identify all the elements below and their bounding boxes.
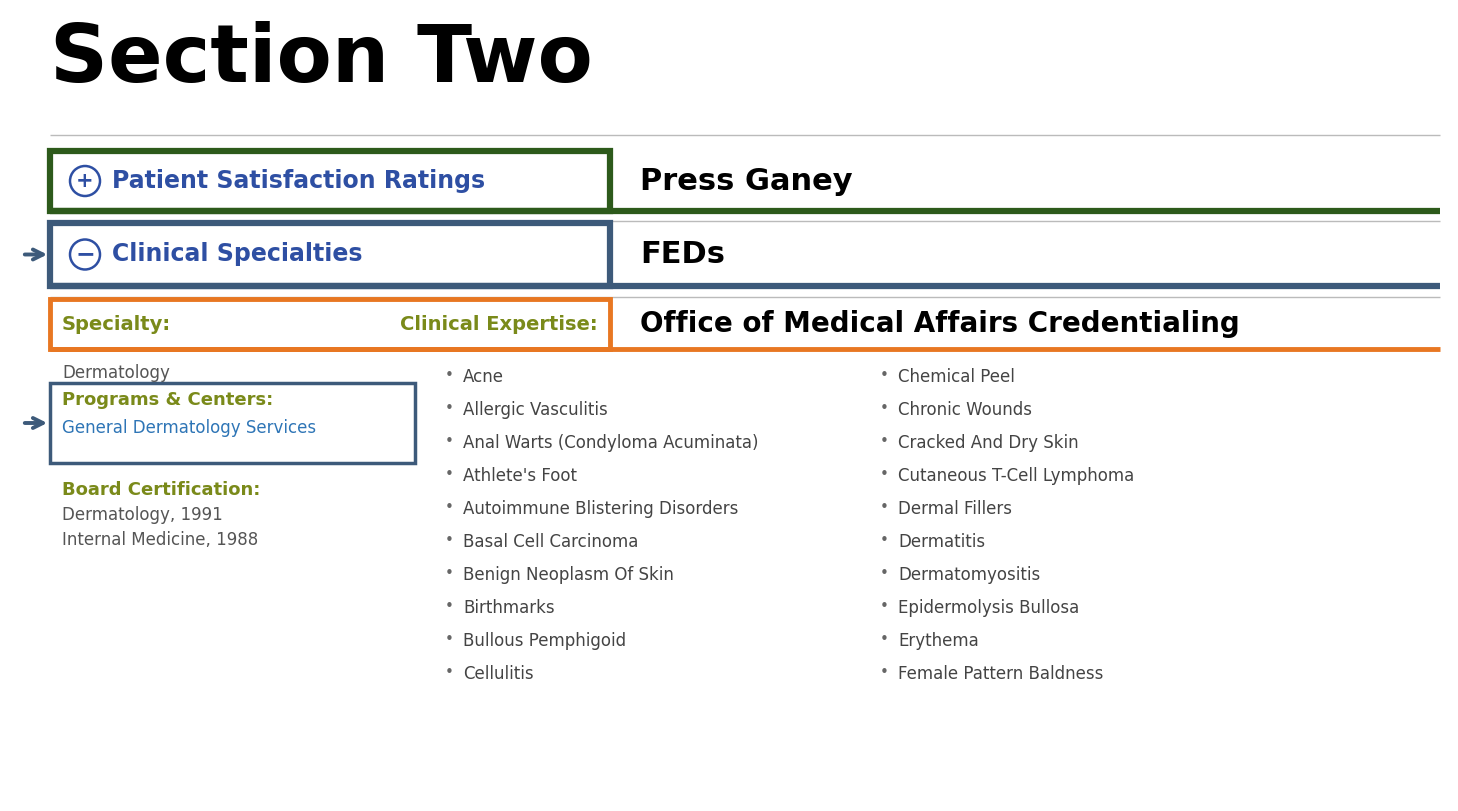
Text: •: • <box>881 533 889 548</box>
Text: Programs & Centers:: Programs & Centers: <box>63 391 273 409</box>
Text: Patient Satisfaction Ratings: Patient Satisfaction Ratings <box>112 169 486 193</box>
Text: Dermal Fillers: Dermal Fillers <box>898 500 1012 518</box>
Text: Section Two: Section Two <box>50 21 593 99</box>
Text: Anal Warts (Condyloma Acuminata): Anal Warts (Condyloma Acuminata) <box>464 434 758 452</box>
Text: Dermatology, 1991: Dermatology, 1991 <box>63 506 223 524</box>
Text: •: • <box>881 566 889 581</box>
Text: •: • <box>445 401 453 416</box>
Text: •: • <box>445 632 453 647</box>
Text: •: • <box>881 665 889 680</box>
Text: •: • <box>881 467 889 482</box>
FancyBboxPatch shape <box>50 151 609 211</box>
Text: Erythema: Erythema <box>898 632 978 650</box>
FancyBboxPatch shape <box>50 223 609 286</box>
Text: •: • <box>881 500 889 515</box>
Text: Press Ganey: Press Ganey <box>640 166 853 195</box>
Text: −: − <box>76 242 95 267</box>
Text: Dermatology: Dermatology <box>63 364 171 382</box>
Text: Cutaneous T-Cell Lymphoma: Cutaneous T-Cell Lymphoma <box>898 467 1134 485</box>
Text: Cracked And Dry Skin: Cracked And Dry Skin <box>898 434 1079 452</box>
Text: Chronic Wounds: Chronic Wounds <box>898 401 1032 419</box>
Text: Epidermolysis Bullosa: Epidermolysis Bullosa <box>898 599 1079 617</box>
Text: •: • <box>881 368 889 383</box>
Text: •: • <box>445 434 453 449</box>
Circle shape <box>70 166 101 196</box>
Text: Office of Medical Affairs Credentialing: Office of Medical Affairs Credentialing <box>640 310 1239 338</box>
Text: •: • <box>445 467 453 482</box>
Text: Autoimmune Blistering Disorders: Autoimmune Blistering Disorders <box>464 500 738 518</box>
Text: Cellulitis: Cellulitis <box>464 665 534 683</box>
Text: •: • <box>445 665 453 680</box>
FancyBboxPatch shape <box>50 383 416 463</box>
Circle shape <box>70 239 101 269</box>
Text: Female Pattern Baldness: Female Pattern Baldness <box>898 665 1104 683</box>
Text: Chemical Peel: Chemical Peel <box>898 368 1015 386</box>
Text: FEDs: FEDs <box>640 240 725 269</box>
Text: •: • <box>881 632 889 647</box>
Text: Allergic Vasculitis: Allergic Vasculitis <box>464 401 608 419</box>
Text: •: • <box>445 533 453 548</box>
Text: Board Certification:: Board Certification: <box>63 481 261 499</box>
Text: •: • <box>881 401 889 416</box>
Text: Dermatitis: Dermatitis <box>898 533 986 551</box>
FancyBboxPatch shape <box>50 299 609 349</box>
Text: Acne: Acne <box>464 368 504 386</box>
Text: Internal Medicine, 1988: Internal Medicine, 1988 <box>63 531 258 549</box>
Text: Clinical Specialties: Clinical Specialties <box>112 242 363 267</box>
Text: Birthmarks: Birthmarks <box>464 599 554 617</box>
Text: Basal Cell Carcinoma: Basal Cell Carcinoma <box>464 533 639 551</box>
Text: •: • <box>445 566 453 581</box>
Text: Bullous Pemphigoid: Bullous Pemphigoid <box>464 632 625 650</box>
Text: Dermatomyositis: Dermatomyositis <box>898 566 1040 584</box>
Text: +: + <box>76 171 93 191</box>
Text: Benign Neoplasm Of Skin: Benign Neoplasm Of Skin <box>464 566 674 584</box>
Text: •: • <box>445 500 453 515</box>
Text: •: • <box>445 368 453 383</box>
Text: •: • <box>881 599 889 614</box>
Text: Clinical Expertise:: Clinical Expertise: <box>401 315 598 333</box>
Text: •: • <box>445 599 453 614</box>
Text: Athlete's Foot: Athlete's Foot <box>464 467 577 485</box>
Text: General Dermatology Services: General Dermatology Services <box>63 419 316 437</box>
Text: •: • <box>881 434 889 449</box>
Text: Specialty:: Specialty: <box>63 315 171 333</box>
